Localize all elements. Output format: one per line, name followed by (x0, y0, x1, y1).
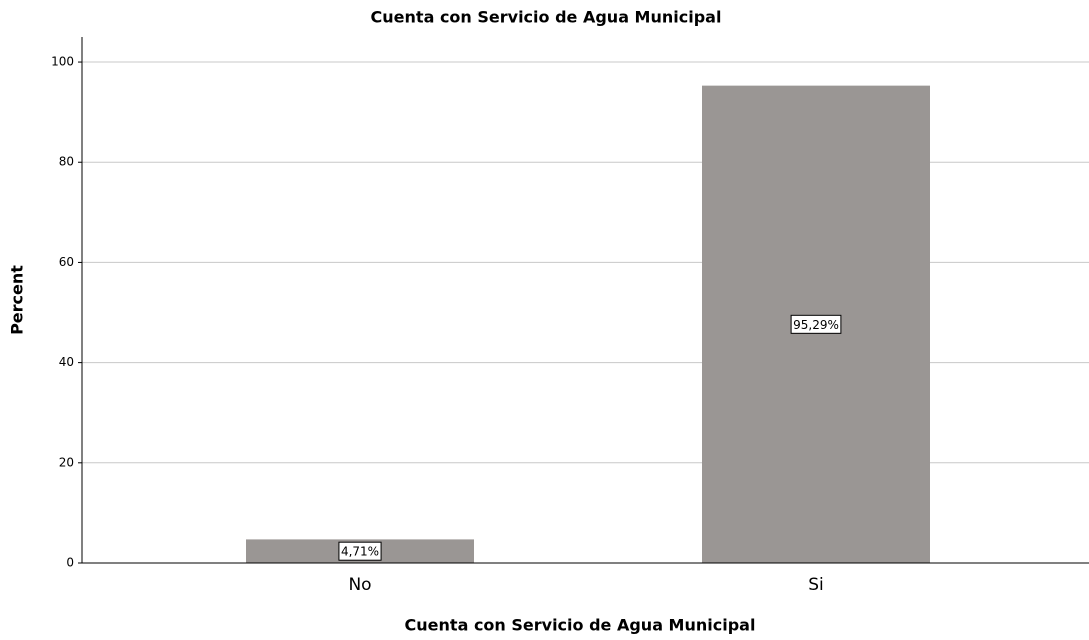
value-label: 4,71% (341, 545, 379, 559)
chart-title: Cuenta con Servicio de Agua Municipal (371, 8, 722, 27)
y-tick-label: 40 (59, 355, 74, 369)
x-tick-label: No (348, 575, 371, 595)
y-tick-label: 60 (59, 255, 74, 269)
value-label: 95,29% (793, 318, 839, 332)
y-tick-label: 20 (59, 455, 74, 469)
y-tick-label: 0 (66, 556, 74, 570)
y-tick-label: 80 (59, 155, 74, 169)
y-tick-label: 100 (51, 55, 74, 69)
value-label-box (338, 541, 382, 561)
x-axis-label: Cuenta con Servicio de Agua Municipal (405, 616, 756, 635)
x-tick-label: Si (808, 575, 824, 595)
y-axis-label: Percent (8, 265, 27, 335)
value-label-box (790, 314, 842, 334)
